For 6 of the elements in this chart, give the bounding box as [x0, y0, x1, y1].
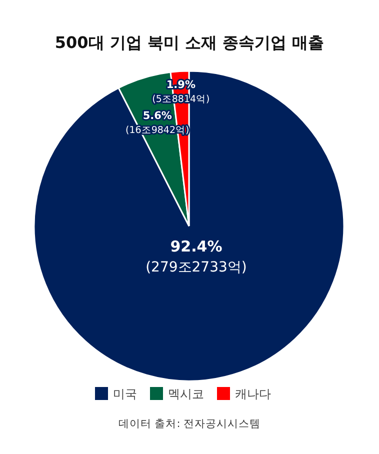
- text: 데이터 출처: 전자공시시스템: [118, 418, 261, 430]
- legend-label: 멕시코: [168, 387, 204, 401]
- legend-label: 미국: [113, 387, 137, 401]
- data-label: 92.4% (279조2733억): [146, 237, 247, 276]
- legend-label: 캐나다: [235, 387, 271, 401]
- chart-title: 500대 기업 북미 소재 종속기업 매출: [54, 33, 324, 52]
